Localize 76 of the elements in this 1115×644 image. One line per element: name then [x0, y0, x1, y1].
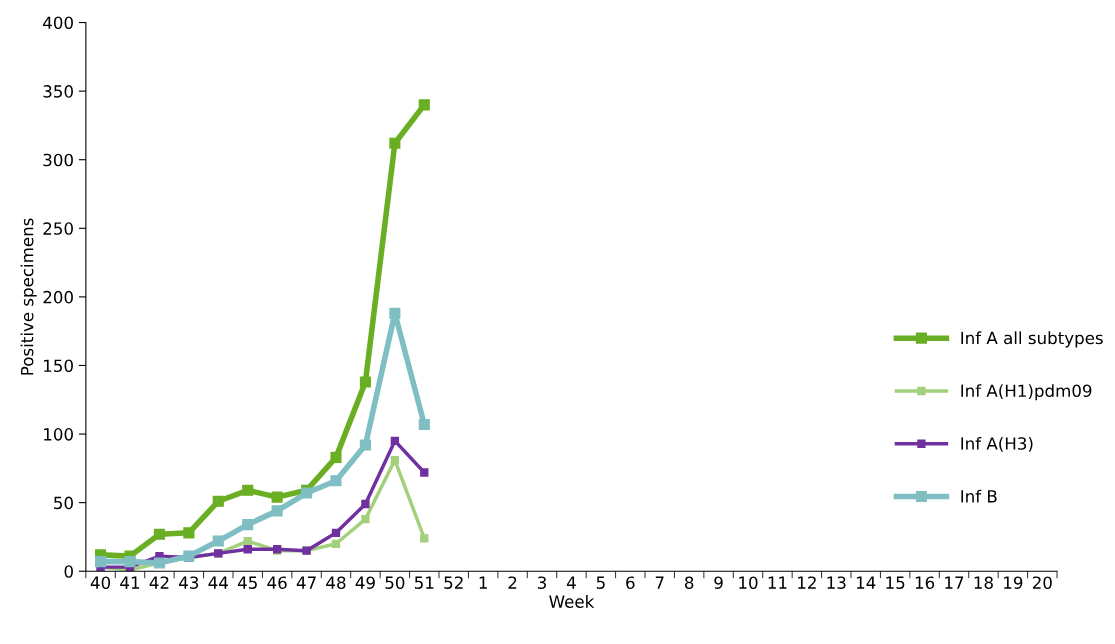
legend-label: Inf A(H1)pdm09 — [961, 384, 1092, 401]
point — [330, 451, 342, 463]
point — [418, 418, 430, 431]
legend-label: Inf B — [961, 489, 997, 503]
point — [361, 499, 370, 509]
x-tick-label: 46 — [267, 576, 287, 589]
x-tick-label: 12 — [798, 576, 816, 589]
y-tick-label: 250 — [43, 222, 73, 235]
x-tick-label: 42 — [149, 576, 169, 589]
point — [390, 455, 400, 465]
point — [271, 505, 283, 517]
legend-label: Inf A all subtypes — [961, 331, 1103, 348]
x-tick-label: 3 — [537, 576, 546, 589]
point — [330, 475, 342, 487]
x-tick-label: 2 — [508, 576, 517, 589]
x-tick-label: 1 — [479, 576, 487, 589]
point — [418, 99, 430, 111]
x-tick-label: 19 — [1004, 576, 1023, 589]
x-tick-label: 17 — [945, 576, 964, 589]
x-tick-label: 51 — [414, 576, 434, 589]
point — [95, 556, 107, 568]
y-axis-title: Positive specimens — [20, 218, 37, 375]
x-tick-label: 20 — [1032, 576, 1052, 589]
point — [389, 137, 401, 149]
x-tick-label: 10 — [739, 576, 758, 589]
point — [389, 307, 401, 319]
y-tick-label: 300 — [43, 153, 73, 167]
point — [183, 527, 195, 539]
point — [420, 468, 429, 477]
y-tick-label: 400 — [43, 16, 73, 30]
y-tick-label: 0 — [64, 565, 73, 578]
x-tick-label: 11 — [768, 576, 787, 589]
point — [361, 514, 370, 524]
x-tick-label: 14 — [856, 576, 876, 589]
x-axis-title: Week — [549, 595, 595, 608]
point — [243, 545, 252, 554]
x-tick-label: 5 — [596, 576, 605, 589]
y-tick-label: 50 — [54, 496, 73, 510]
point — [331, 539, 341, 548]
x-tick-label: 50 — [385, 576, 405, 589]
y-tick-label: 350 — [43, 85, 73, 98]
x-tick-label: 6 — [626, 576, 635, 589]
point — [124, 556, 136, 568]
x-tick-label: 43 — [179, 576, 199, 589]
point — [420, 534, 429, 543]
x-tick-label: 13 — [827, 576, 846, 589]
point — [243, 536, 252, 546]
x-tick-label: 15 — [886, 576, 905, 589]
x-tick-label: 4 — [566, 576, 576, 589]
point — [212, 535, 224, 547]
point — [242, 519, 254, 531]
x-tick-label: 7 — [655, 576, 664, 589]
x-tick-label: 9 — [714, 576, 723, 589]
x-tick-label: 16 — [915, 576, 935, 589]
point — [390, 436, 400, 446]
point — [271, 491, 283, 503]
point — [212, 495, 224, 507]
x-tick-label: 52 — [444, 576, 463, 589]
x-tick-label: 40 — [90, 576, 111, 589]
y-tick-label: 150 — [44, 359, 73, 373]
x-tick-label: 45 — [237, 576, 257, 589]
point — [242, 484, 254, 496]
x-tick-label: 8 — [684, 576, 694, 589]
x-tick-label: 44 — [208, 576, 228, 589]
point — [331, 528, 341, 537]
y-tick-label: 200 — [43, 290, 73, 304]
point — [153, 528, 165, 540]
point — [359, 376, 371, 388]
legend-label: Inf A(H3) — [961, 436, 1033, 452]
x-tick-label: 41 — [120, 576, 140, 589]
x-tick-label: 48 — [326, 576, 346, 589]
x-tick-label: 18 — [974, 576, 993, 589]
x-tick-label: 49 — [355, 576, 375, 589]
x-tick-label: 47 — [296, 576, 316, 589]
point — [359, 439, 371, 451]
y-tick-label: 100 — [44, 428, 73, 441]
